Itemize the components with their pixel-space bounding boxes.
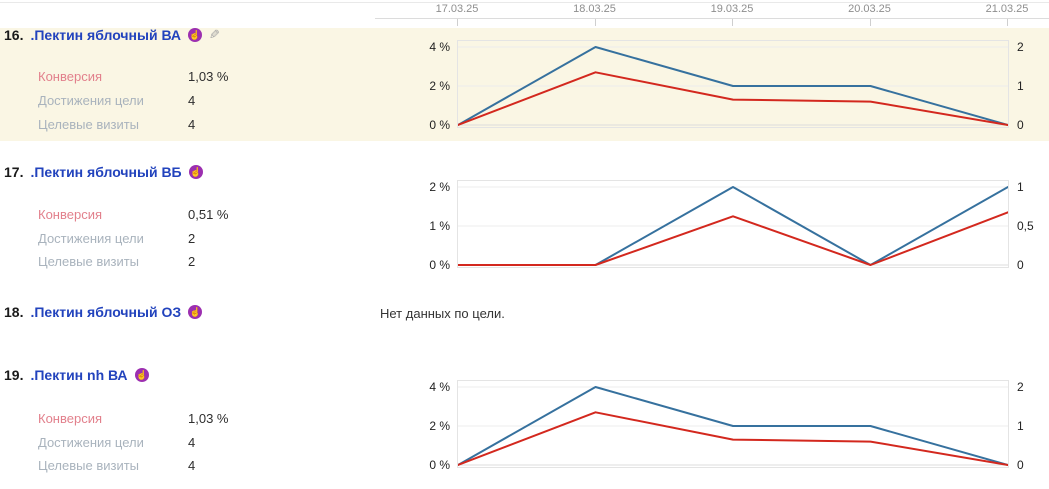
series-line-right [458, 386, 1008, 466]
right-axis-label: 1 [1017, 180, 1024, 194]
goal-row-header-19: 19. .Пектин nh ВА ☝ [4, 367, 149, 383]
mini-chart [457, 40, 1009, 128]
right-axis-label: 0,5 [1017, 219, 1034, 233]
date-label: 17.03.25 [435, 3, 479, 15]
date-tick [594, 19, 596, 26]
hand-glyph: ☝ [189, 30, 201, 40]
top-divider [0, 2, 1049, 3]
metric-label-goal-visits: Целевые визиты [38, 254, 140, 269]
goal-chart-17: 2 % 1 1 % 0,5 0 % 0 [406, 180, 1049, 272]
date-label: 19.03.25 [710, 3, 754, 15]
date-axis-line [375, 18, 1049, 19]
right-axis-label: 0 [1017, 458, 1024, 472]
mini-chart [457, 380, 1009, 468]
metric-label-conversion: Конверсия [38, 69, 103, 84]
goal-name-link[interactable]: .Пектин яблочный ВА [30, 27, 181, 43]
left-axis-label: 0 % [429, 258, 450, 272]
metric-label-goal-visits: Целевые визиты [38, 458, 140, 473]
left-axis-label: 0 % [429, 118, 450, 132]
metric-value-conversion: 1,03 % [188, 69, 229, 84]
metric-label-goal-reaches: Достижения цели [38, 435, 144, 450]
right-axis-label: 1 [1017, 79, 1024, 93]
date-axis: 17.03.25 18.03.25 19.03.25 20.03.25 21.03.25 [0, 0, 1049, 28]
left-axis-label: 4 % [429, 40, 450, 54]
right-axis-label: 2 [1017, 380, 1024, 394]
goal-name-link[interactable]: .Пектин яблочный ОЗ [30, 304, 182, 320]
date-tick [457, 19, 458, 26]
goal-rank: 19. [4, 367, 24, 383]
left-axis-label: 4 % [429, 380, 450, 394]
edit-pencil-icon[interactable]: ✎ [208, 27, 220, 42]
metric-value-goal-reaches: 4 [188, 93, 196, 108]
left-axis-label: 2 % [429, 79, 450, 93]
right-axis-label: 0 [1017, 258, 1024, 272]
series-line-left [458, 71, 1008, 126]
goal-row-header-16: 16. .Пектин яблочный ВА ☝ ✎ [4, 27, 220, 43]
metric-label-goal-reaches: Достижения цели [38, 93, 144, 108]
date-label: 20.03.25 [848, 3, 891, 15]
retargeting-goal-icon: ☝ [188, 165, 203, 179]
metric-value-goal-visits: 4 [188, 117, 196, 132]
date-label: 21.03.25 [985, 3, 1029, 15]
no-data-message: Нет данных по цели. [380, 306, 505, 321]
goal-chart-16: 4 % 2 2 % 1 0 % 0 [406, 40, 1049, 132]
mini-chart [457, 180, 1009, 268]
left-axis-label: 0 % [429, 458, 450, 472]
right-axis-label: 0 [1017, 118, 1024, 132]
metric-value-goal-reaches: 4 [188, 435, 196, 450]
retargeting-goal-icon: ☝ [187, 28, 202, 42]
retargeting-goal-icon: ☝ [134, 368, 149, 382]
goal-row-header-17: 17. .Пектин яблочный ВБ ☝ [4, 164, 203, 180]
metric-value-goal-visits: 4 [188, 458, 196, 473]
metric-label-conversion: Конверсия [38, 411, 103, 426]
date-tick [869, 19, 871, 26]
series-line-right [458, 46, 1008, 126]
left-axis-label: 2 % [429, 419, 450, 433]
series-line-left [458, 211, 1008, 266]
date-tick [1007, 19, 1008, 26]
goal-rank: 17. [4, 164, 24, 180]
right-axis-label: 1 [1017, 419, 1024, 433]
metric-label-conversion: Конверсия [38, 207, 103, 222]
retargeting-goal-icon: ☝ [188, 305, 203, 319]
metric-value-goal-visits: 2 [188, 254, 196, 269]
hand-glyph: ☝ [189, 307, 201, 317]
right-axis-label: 2 [1017, 40, 1024, 54]
metric-value-conversion: 0,51 % [188, 207, 229, 222]
date-tick [732, 19, 733, 26]
hand-glyph: ☝ [190, 167, 202, 177]
goal-rank: 18. [4, 304, 24, 320]
left-axis-label: 2 % [429, 180, 450, 194]
goal-name-link[interactable]: .Пектин nh ВА [30, 367, 128, 383]
metric-value-goal-reaches: 2 [188, 231, 196, 246]
goal-rank: 16. [4, 27, 24, 43]
metric-label-goal-visits: Целевые визиты [38, 117, 140, 132]
series-line-left [458, 411, 1008, 466]
goal-row-header-18: 18. .Пектин яблочный ОЗ ☝ [4, 304, 203, 320]
hand-glyph: ☝ [135, 370, 148, 380]
metric-label-goal-reaches: Достижения цели [38, 231, 144, 246]
left-axis-label: 1 % [429, 219, 450, 233]
goal-chart-19: 4 % 2 2 % 1 0 % 0 [406, 380, 1049, 472]
date-label: 18.03.25 [573, 3, 616, 15]
metric-value-conversion: 1,03 % [188, 411, 229, 426]
goal-name-link[interactable]: .Пектин яблочный ВБ [30, 164, 182, 180]
